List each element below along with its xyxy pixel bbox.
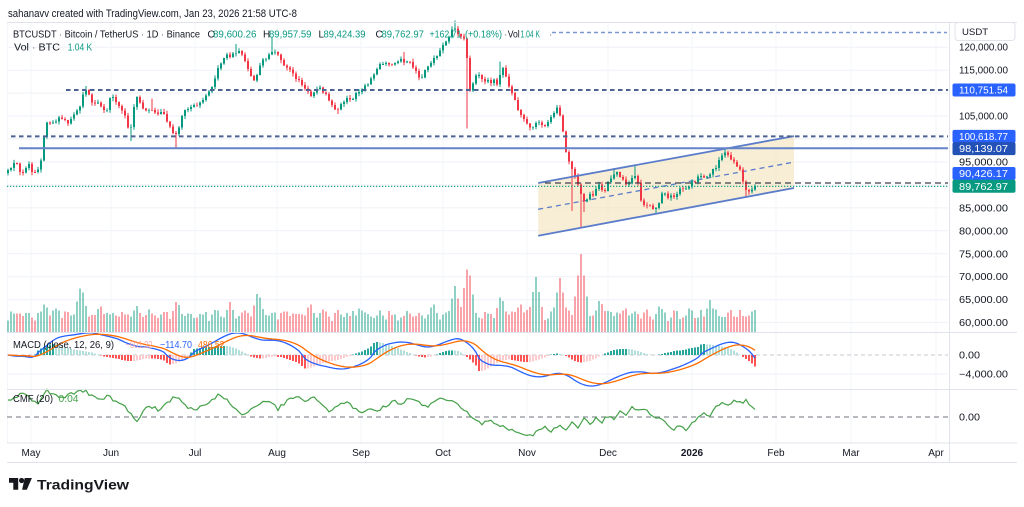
svg-text:89,600.26: 89,600.26: [213, 30, 257, 41]
svg-text:1.04 K: 1.04 K: [68, 43, 93, 54]
svg-text:C: C: [376, 30, 383, 41]
svg-text:89,762.97: 89,762.97: [382, 30, 425, 41]
svg-text:95,000.00: 95,000.00: [959, 158, 1009, 169]
svg-text:Apr: Apr: [928, 448, 944, 459]
svg-text:1.04 K: 1.04 K: [521, 30, 541, 41]
svg-text:−4,000.00: −4,000.00: [959, 370, 1009, 381]
svg-text:Vol · BTC: Vol · BTC: [14, 43, 60, 54]
svg-text:Jul: Jul: [189, 448, 202, 459]
svg-text:89,762.97: 89,762.97: [959, 182, 1008, 193]
svg-text:100,618.77: 100,618.77: [959, 132, 1008, 143]
svg-text:+162.71: +162.71: [430, 30, 462, 41]
svg-text:sahanavv created with TradingV: sahanavv created with TradingView.com, J…: [8, 8, 297, 20]
svg-text:0.00: 0.00: [959, 351, 981, 362]
svg-text:2026: 2026: [681, 448, 704, 459]
svg-text:L: L: [319, 30, 325, 41]
svg-text:85,000.00: 85,000.00: [959, 203, 1009, 214]
svg-text:MACD (close, 12, 26, 9): MACD (close, 12, 26, 9): [13, 340, 114, 351]
svg-text:Aug: Aug: [268, 448, 286, 459]
svg-text:Jun: Jun: [103, 448, 119, 459]
svg-text:May: May: [22, 448, 41, 459]
svg-text:75,000.00: 75,000.00: [959, 249, 1009, 260]
svg-text:89,424.39: 89,424.39: [324, 30, 366, 41]
svg-text:80,000.00: 80,000.00: [959, 226, 1009, 237]
svg-text:TradingView: TradingView: [37, 477, 129, 493]
svg-text:Mar: Mar: [842, 448, 860, 459]
svg-text:CMF (20): CMF (20): [13, 394, 53, 405]
svg-text:105,000.00: 105,000.00: [959, 112, 1009, 123]
svg-text:·: ·: [549, 30, 552, 41]
svg-text:Feb: Feb: [767, 448, 785, 459]
svg-text:Oct: Oct: [435, 448, 451, 459]
svg-text:Nov: Nov: [518, 448, 536, 459]
svg-text:H: H: [263, 30, 270, 41]
svg-text:90,426.17: 90,426.17: [959, 169, 1008, 180]
svg-text:·: ·: [504, 30, 507, 41]
svg-text:120,000.00: 120,000.00: [959, 43, 1009, 54]
svg-text:0.04: 0.04: [59, 394, 79, 405]
svg-text:89,957.59: 89,957.59: [269, 30, 312, 41]
svg-text:O: O: [208, 30, 216, 41]
svg-text:USDT: USDT: [962, 27, 988, 38]
svg-text:115,000.00: 115,000.00: [959, 66, 1009, 77]
svg-text:−114.70: −114.70: [160, 340, 192, 351]
svg-text:70,000.00: 70,000.00: [959, 272, 1009, 283]
svg-text:486.52: 486.52: [198, 340, 225, 351]
svg-text:110,751.54: 110,751.54: [959, 86, 1009, 97]
svg-text:65,000.00: 65,000.00: [959, 295, 1009, 306]
svg-text:98,139.07: 98,139.07: [959, 144, 1008, 155]
svg-text:Dec: Dec: [599, 448, 617, 459]
svg-text:60,000.00: 60,000.00: [959, 318, 1009, 329]
svg-text:0.00: 0.00: [959, 413, 981, 424]
svg-text:Vol: Vol: [508, 30, 520, 41]
svg-text:Sep: Sep: [352, 448, 370, 459]
svg-text:BTCUSDT · Bitcoin / TetherUS ·: BTCUSDT · Bitcoin / TetherUS · 1D · Bina…: [13, 30, 200, 41]
svg-text:−601.22: −601.22: [126, 340, 153, 351]
svg-text:(+0.18%): (+0.18%): [465, 30, 502, 41]
